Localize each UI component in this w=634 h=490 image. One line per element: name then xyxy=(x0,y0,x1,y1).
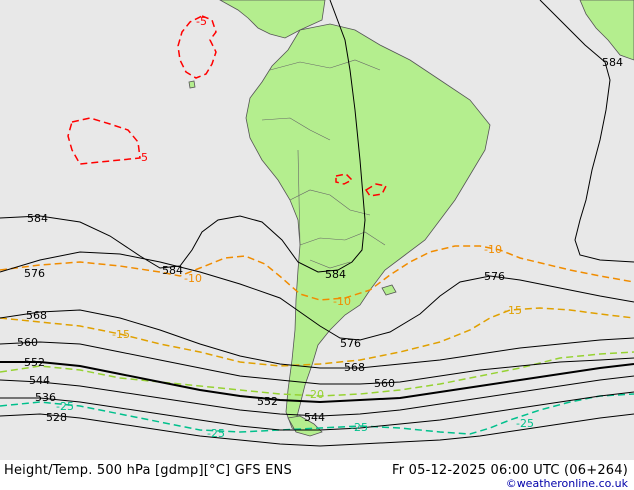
temp-contour-m5-small-a xyxy=(335,173,354,185)
height-contour-560 xyxy=(0,341,634,385)
galapagos-islands xyxy=(188,80,196,89)
height-label: 544 xyxy=(304,411,325,424)
tierra-del-fuego-land xyxy=(287,415,323,437)
map-title: Height/Temp. 500 hPa [gdmp][°C] GFS ENS xyxy=(4,463,292,478)
temp-contour-m20 xyxy=(0,351,634,397)
temp-label: -25 xyxy=(350,421,368,434)
height-label: 528 xyxy=(46,411,67,424)
height-contour-536 xyxy=(0,391,634,431)
temp-label: -5 xyxy=(137,151,148,164)
land-masses xyxy=(188,0,634,437)
temp-label: -15 xyxy=(112,328,130,341)
height-label: 544 xyxy=(29,374,50,387)
border-line xyxy=(309,259,351,269)
temp-label: -10 xyxy=(484,243,502,256)
height-contour-584-atlantic xyxy=(539,0,634,263)
height-label: 560 xyxy=(374,377,395,390)
height-label: 568 xyxy=(344,361,365,374)
height-label: 584 xyxy=(602,56,623,69)
height-contour-528 xyxy=(0,413,634,447)
height-label: 576 xyxy=(340,337,361,350)
border-line xyxy=(289,189,371,216)
height-label: 584 xyxy=(325,268,346,281)
temp-label: -25 xyxy=(56,400,74,413)
border-line xyxy=(297,149,301,246)
temp-label: -15 xyxy=(504,304,522,317)
height-contour-576 xyxy=(0,251,634,341)
height-label: 552 xyxy=(257,395,278,408)
temp-label: -20 xyxy=(306,388,324,401)
country-borders xyxy=(261,59,386,269)
height-contour-544 xyxy=(0,375,634,417)
temp-label: -25 xyxy=(516,417,534,430)
height-contour-568 xyxy=(0,309,634,369)
falkland-islands xyxy=(381,284,397,296)
temp-contour-m10 xyxy=(0,245,634,301)
footer-bar: Height/Temp. 500 hPa [gdmp][°C] GFS ENS … xyxy=(0,460,634,490)
height-labels: 584 584 584 584 576 576 576 568 568 560 … xyxy=(17,56,623,424)
height-label: 576 xyxy=(484,270,505,283)
weather-map: 584 584 584 584 576 576 576 568 568 560 … xyxy=(0,0,634,460)
credit-link[interactable]: ©weatheronline.co.uk xyxy=(505,477,628,490)
height-label: 568 xyxy=(26,309,47,322)
height-label: 552 xyxy=(24,356,45,369)
height-label: 584 xyxy=(162,264,183,277)
temp-label: -25 xyxy=(207,427,225,440)
height-label: 560 xyxy=(17,336,38,349)
temp-contour-m5-central-america xyxy=(177,15,217,79)
height-contour-584-south xyxy=(0,0,366,273)
border-line xyxy=(261,117,331,141)
central-america-land xyxy=(219,0,326,39)
height-contours xyxy=(0,0,634,447)
temp-label: -10 xyxy=(333,295,351,308)
valid-time: Fr 05-12-2025 06:00 UTC (06+264) xyxy=(392,463,628,478)
border-line xyxy=(299,231,386,246)
temp-contour-m5-small-b xyxy=(364,183,388,197)
temperature-contours xyxy=(0,15,634,435)
height-label: 536 xyxy=(35,391,56,404)
temp-labels: -5 -5 -10 -10 -10 -15 -15 -20 -25 -25 -2… xyxy=(56,15,534,440)
height-contour-552 xyxy=(0,361,634,404)
border-line xyxy=(269,59,381,71)
south-america-land xyxy=(245,23,491,433)
temp-contour-m15 xyxy=(0,307,634,367)
temp-contour-m25 xyxy=(0,393,634,435)
temp-contour-m5-pacific xyxy=(67,117,141,165)
height-label: 576 xyxy=(24,267,45,280)
height-label: 584 xyxy=(27,212,48,225)
temp-label: -10 xyxy=(184,272,202,285)
africa-land xyxy=(579,0,634,61)
temp-label: -5 xyxy=(196,15,207,28)
